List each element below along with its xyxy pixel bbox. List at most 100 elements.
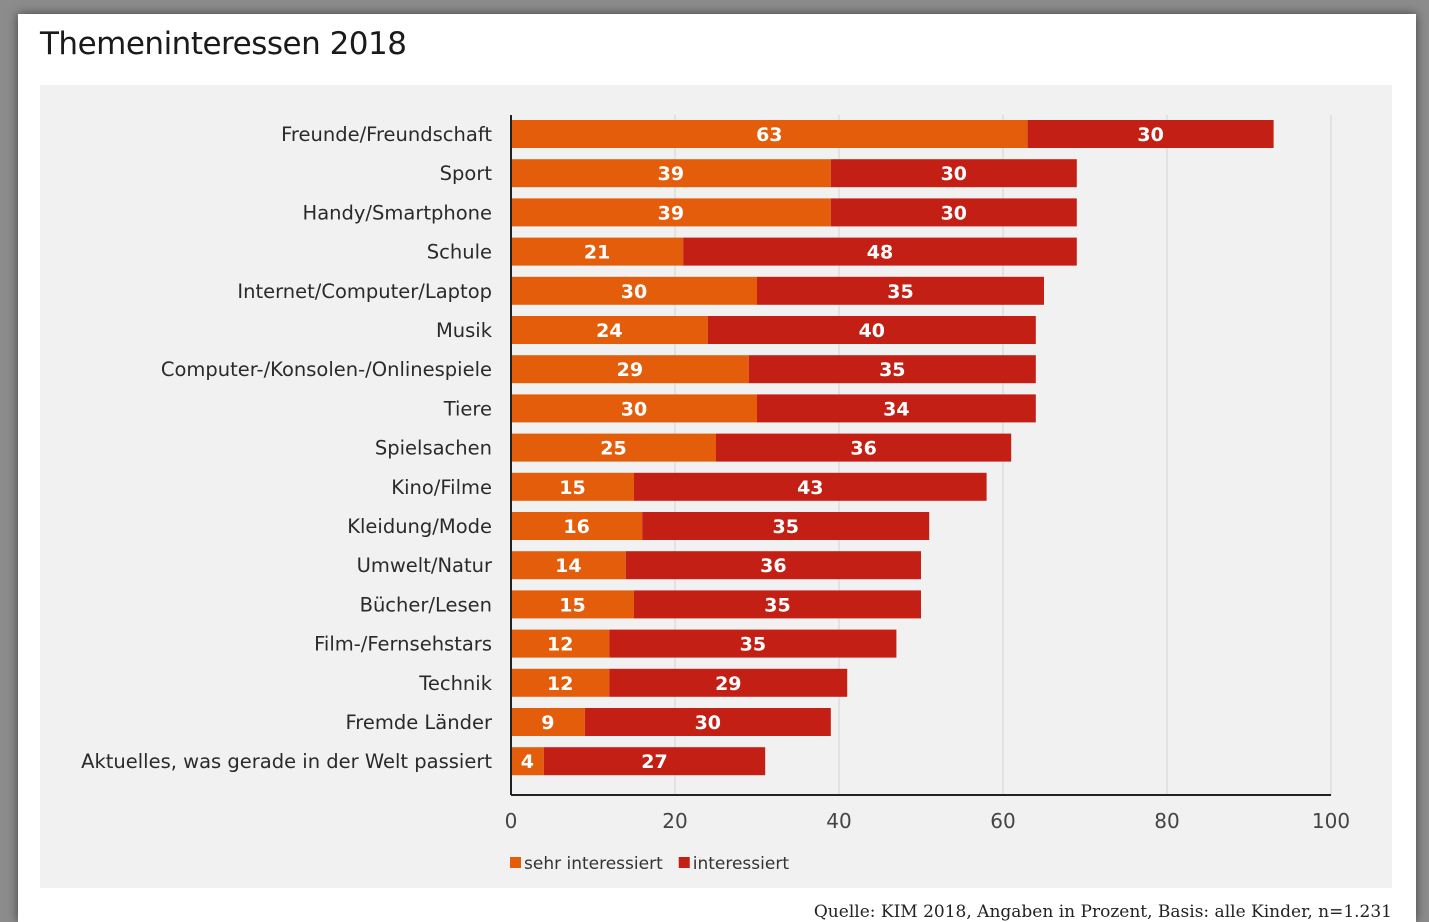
data-label: 30 bbox=[941, 202, 967, 224]
data-label: 35 bbox=[740, 634, 766, 656]
data-label: 36 bbox=[850, 438, 876, 460]
chart-svg: Freunde/Freundschaft 63 30 Sport 39 30 Handy/S… bbox=[81, 115, 1350, 874]
category-label: Bücher/Lesen bbox=[360, 593, 492, 616]
bar-sehr-interessiert bbox=[511, 316, 708, 344]
legend-swatch-interessiert bbox=[678, 857, 690, 868]
data-label: 9 bbox=[541, 712, 554, 734]
bar-interessiert bbox=[634, 472, 987, 501]
bar-sehr-interessiert bbox=[511, 159, 831, 188]
category-label: Fremde Länder bbox=[345, 711, 492, 734]
bar-interessiert bbox=[830, 198, 1077, 227]
category-label: Computer-/Konsolen-/Onlinespiele bbox=[161, 358, 492, 381]
chart-title: Themeninteressen 2018 bbox=[40, 26, 407, 62]
legend-swatch-sehr-interessiert bbox=[510, 857, 521, 868]
bar-interessiert bbox=[625, 551, 921, 580]
category-label: Film-/Fernsehstars bbox=[314, 633, 492, 656]
x-tick-label: 20 bbox=[662, 809, 687, 833]
bar-sehr-interessiert bbox=[511, 276, 757, 305]
category-label: Kino/Filme bbox=[391, 476, 492, 499]
bar-sehr-interessiert bbox=[511, 629, 610, 658]
category-label: Tiere bbox=[443, 397, 492, 420]
legend-label: sehr interessiert bbox=[524, 854, 663, 874]
bar-interessiert bbox=[642, 512, 930, 540]
bar-interessiert bbox=[1027, 120, 1274, 148]
category-label: Umwelt/Natur bbox=[357, 554, 493, 577]
bar-interessiert bbox=[543, 747, 766, 776]
data-label: 30 bbox=[695, 712, 721, 734]
data-label: 30 bbox=[1137, 124, 1163, 146]
source-note: Quelle: KIM 2018, Angaben in Prozent, Ba… bbox=[813, 902, 1392, 922]
data-label: 34 bbox=[883, 398, 909, 420]
category-label: Internet/Computer/Laptop bbox=[237, 280, 492, 303]
bar-interessiert bbox=[716, 433, 1012, 462]
bar-interessiert bbox=[683, 237, 1077, 266]
bar-sehr-interessiert bbox=[511, 433, 716, 462]
category-label: Handy/Smartphone bbox=[303, 201, 492, 224]
bar-sehr-interessiert bbox=[511, 551, 626, 580]
category-label: Schule bbox=[427, 241, 492, 264]
data-label: 36 bbox=[760, 555, 786, 577]
x-tick-label: 60 bbox=[990, 809, 1015, 833]
data-label: 29 bbox=[617, 359, 643, 381]
data-label: 24 bbox=[596, 320, 622, 342]
bar-interessiert bbox=[757, 276, 1044, 305]
category-label: Spielsachen bbox=[375, 437, 492, 460]
bar-sehr-interessiert bbox=[511, 590, 634, 619]
data-label: 25 bbox=[600, 438, 626, 460]
bar-interessiert bbox=[748, 355, 1036, 384]
data-label: 27 bbox=[641, 751, 667, 773]
category-label: Technik bbox=[418, 672, 492, 695]
data-label: 15 bbox=[559, 594, 585, 616]
data-label: 39 bbox=[658, 202, 684, 224]
data-label: 63 bbox=[756, 124, 782, 146]
data-label: 30 bbox=[621, 281, 647, 303]
data-label: 30 bbox=[941, 163, 967, 185]
data-label: 21 bbox=[584, 242, 610, 264]
data-label: 43 bbox=[797, 477, 823, 499]
chart-panel: Freunde/Freundschaft 63 30 Sport 39 30 Handy/S… bbox=[40, 85, 1392, 888]
x-tick-label: 80 bbox=[1154, 809, 1179, 833]
bar-interessiert bbox=[830, 159, 1077, 188]
data-label: 48 bbox=[867, 242, 893, 264]
chart-card: Themeninteressen 2018 Freunde/Freundscha… bbox=[18, 14, 1416, 922]
data-label: 35 bbox=[879, 359, 905, 381]
data-label: 16 bbox=[563, 516, 589, 538]
bar-sehr-interessiert bbox=[511, 472, 634, 501]
bar-sehr-interessiert bbox=[511, 668, 610, 697]
data-label: 4 bbox=[521, 751, 534, 773]
bar-interessiert bbox=[584, 708, 831, 736]
bar-interessiert bbox=[609, 629, 897, 658]
data-label: 30 bbox=[621, 398, 647, 420]
data-label: 15 bbox=[559, 477, 585, 499]
data-label: 29 bbox=[715, 673, 741, 695]
bar-interessiert bbox=[757, 394, 1036, 423]
bar-sehr-interessiert bbox=[511, 120, 1028, 148]
bar-interessiert bbox=[707, 316, 1036, 344]
legend-label: interessiert bbox=[693, 854, 790, 874]
data-label: 40 bbox=[859, 320, 885, 342]
bar-sehr-interessiert bbox=[511, 394, 757, 423]
x-tick-label: 0 bbox=[505, 809, 518, 833]
category-label: Musik bbox=[436, 319, 493, 342]
data-label: 35 bbox=[887, 281, 913, 303]
data-label: 35 bbox=[772, 516, 798, 538]
data-label: 12 bbox=[547, 673, 573, 695]
data-label: 12 bbox=[547, 634, 573, 656]
bar-sehr-interessiert bbox=[511, 708, 585, 736]
bar-interessiert bbox=[634, 590, 921, 619]
bar-interessiert bbox=[609, 668, 848, 697]
data-label: 39 bbox=[658, 163, 684, 185]
bar-sehr-interessiert bbox=[511, 198, 831, 227]
category-label: Kleidung/Mode bbox=[347, 515, 492, 538]
bar-sehr-interessiert bbox=[511, 237, 684, 266]
category-label: Freunde/Freundschaft bbox=[281, 123, 492, 146]
category-label: Sport bbox=[440, 162, 493, 185]
bar-sehr-interessiert bbox=[511, 747, 544, 776]
bar-sehr-interessiert bbox=[511, 512, 643, 540]
data-label: 35 bbox=[764, 594, 790, 616]
data-label: 14 bbox=[555, 555, 581, 577]
x-tick-label: 100 bbox=[1312, 809, 1350, 833]
bar-sehr-interessiert bbox=[511, 355, 749, 384]
x-tick-label: 40 bbox=[826, 809, 851, 833]
category-label: Aktuelles, was gerade in der Welt passie… bbox=[81, 750, 492, 773]
